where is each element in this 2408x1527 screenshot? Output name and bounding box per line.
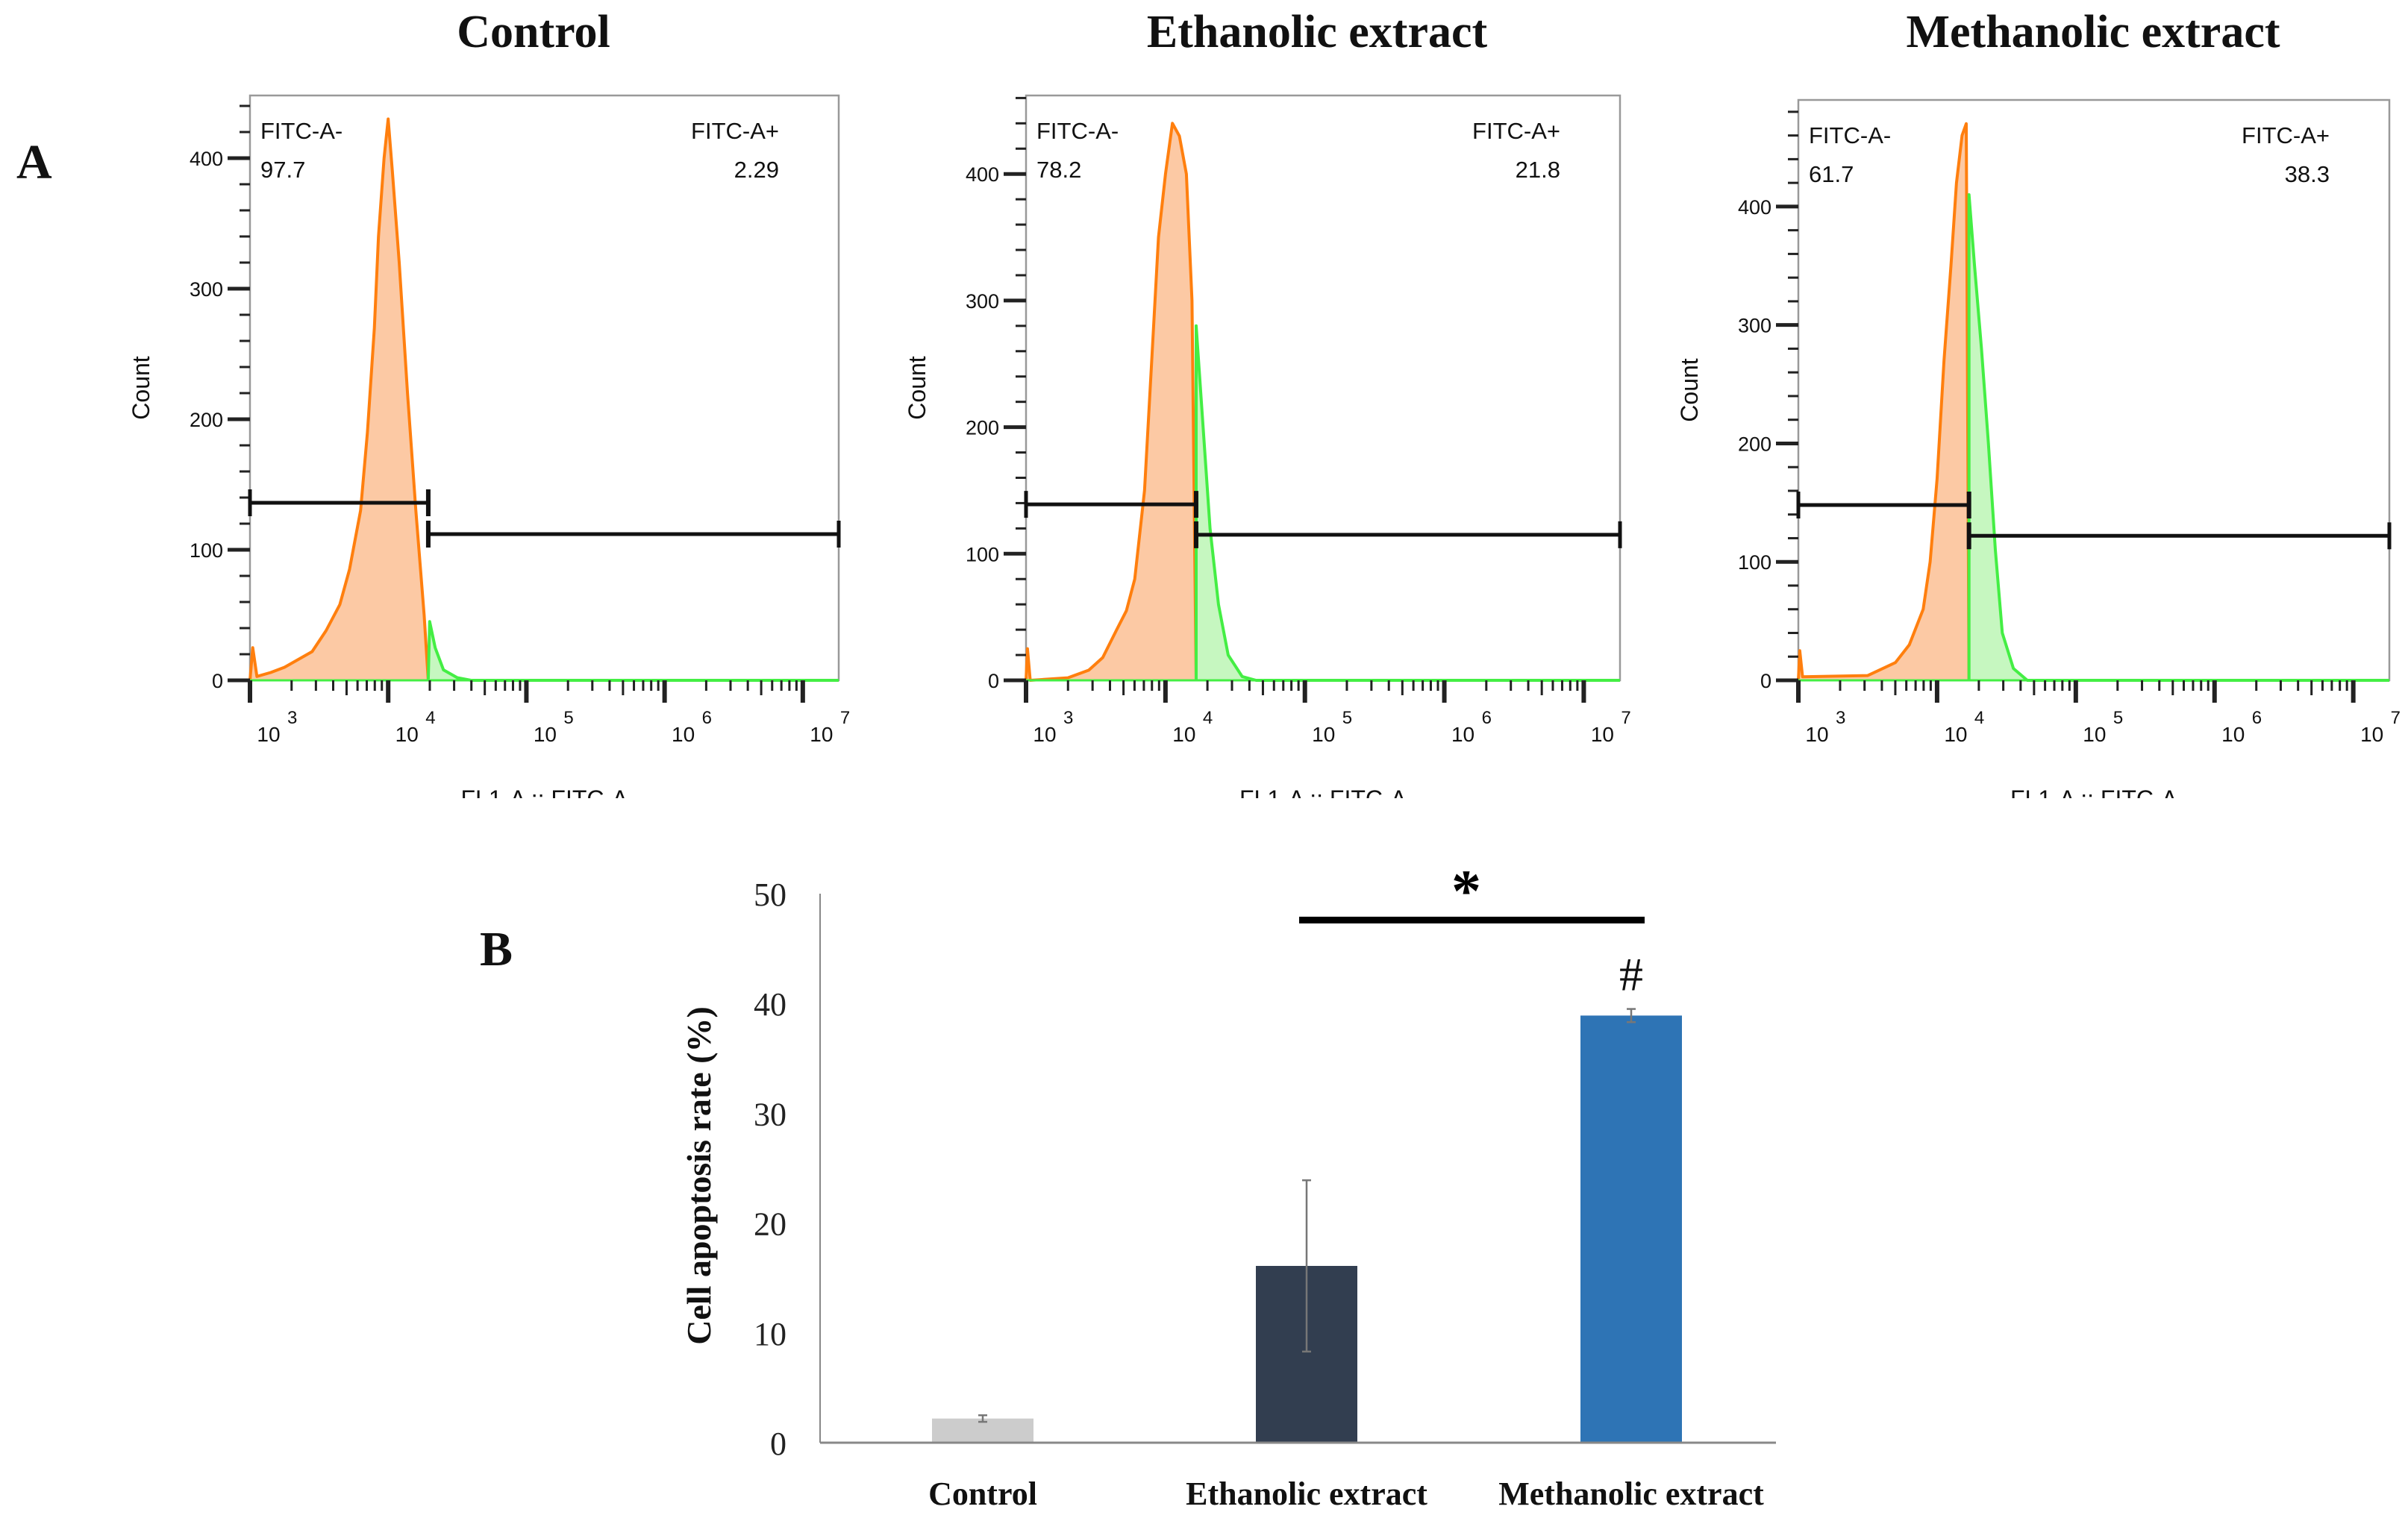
x-tick-label-base: 10 xyxy=(1312,723,1335,746)
gate-positive-value: 2.29 xyxy=(734,157,779,183)
y-tick-label: 400 xyxy=(966,163,999,186)
x-tick-label-exponent: 6 xyxy=(702,708,712,728)
bar xyxy=(1580,1015,1682,1443)
x-tick-label-base: 10 xyxy=(257,723,280,746)
y-tick-label: 300 xyxy=(1738,315,1771,337)
x-tick-label-exponent: 3 xyxy=(287,708,297,728)
histogram-title-control: Control xyxy=(457,7,610,57)
y-tick-label: 0 xyxy=(1760,670,1771,692)
y-axis-label: Count xyxy=(1676,358,1703,422)
x-axis-label: FL1-A :: FITC-A xyxy=(1239,786,1407,798)
histogram-title-methanolic: Methanolic extract xyxy=(1906,7,2280,57)
x-tick-label-exponent: 4 xyxy=(425,708,435,728)
y-tick-label: 30 xyxy=(754,1096,786,1132)
histogram-fill-positive xyxy=(428,621,839,680)
x-tick-label-exponent: 5 xyxy=(563,708,573,728)
x-tick-label-exponent: 5 xyxy=(1342,708,1352,728)
x-axis-label: FL1-A :: FITC-A xyxy=(2010,786,2178,798)
y-axis-label: Count xyxy=(128,356,154,420)
plot-frame xyxy=(248,94,840,682)
x-tick-label-base: 10 xyxy=(1451,723,1474,746)
x-tick-label-base: 10 xyxy=(534,723,557,746)
histogram-fill-positive xyxy=(1968,195,2389,680)
y-tick-label: 10 xyxy=(754,1316,786,1352)
panel-label-a: A xyxy=(16,135,52,189)
histogram-line-positive xyxy=(426,620,839,682)
gate-negative-label: FITC-A- xyxy=(1809,122,1891,148)
x-tick-label-base: 10 xyxy=(1591,723,1614,746)
x-tick-label-base: 10 xyxy=(1805,723,1828,746)
y-tick-label: 200 xyxy=(1738,433,1771,455)
x-tick-label-base: 10 xyxy=(2360,723,2383,746)
gate-negative-label: FITC-A- xyxy=(260,118,343,144)
gate-negative-label: FITC-A- xyxy=(1036,118,1119,144)
histogram-methanolic: 0 100 200 300 400 Count 10 3 10 4 10 5 10 6 10 7 FL1-A :… xyxy=(1676,98,2401,798)
histogram-line-negative xyxy=(248,117,430,681)
y-tick-label: 100 xyxy=(966,543,999,565)
x-tick-label-base: 10 xyxy=(672,723,695,746)
y-tick-label: 50 xyxy=(754,877,786,913)
y-tick-label: 0 xyxy=(770,1426,786,1462)
x-tick-label-base: 10 xyxy=(2221,723,2245,746)
x-tick-label-base: 10 xyxy=(1172,723,1195,746)
gate-positive-label: FITC-A+ xyxy=(691,118,779,144)
histogram-control: 0 100 200 300 400 Count 10 3 10 4 10 5 10 6 10 7 FL1-A :… xyxy=(128,94,850,798)
y-tick-label: 0 xyxy=(212,670,223,692)
y-axis-label: Cell apoptosis rate (%) xyxy=(680,1006,718,1345)
x-axis-label: FL1-A :: FITC-A xyxy=(460,786,628,798)
y-tick-label: 200 xyxy=(190,409,223,431)
histogram-fill-positive xyxy=(1196,325,1620,680)
histogram-fill-negative xyxy=(250,119,428,680)
panel-label-b: B xyxy=(480,922,513,976)
x-category-label: Control xyxy=(928,1476,1037,1512)
histogram-line-negative xyxy=(1025,122,1198,682)
x-category-label: Ethanolic extract xyxy=(1186,1476,1427,1512)
x-tick-label-exponent: 7 xyxy=(2391,708,2401,728)
significance-asterisk: * xyxy=(1451,859,1481,924)
x-tick-label-exponent: 4 xyxy=(1203,708,1213,728)
x-tick-label-exponent: 6 xyxy=(1482,708,1492,728)
y-tick-label: 20 xyxy=(754,1206,786,1243)
gate-negative-value: 97.7 xyxy=(260,157,305,183)
x-tick-label-exponent: 7 xyxy=(1621,708,1630,728)
y-tick-label: 100 xyxy=(1738,551,1771,574)
x-tick-label-base: 10 xyxy=(810,723,833,746)
histogram-fill-negative xyxy=(1798,123,1969,681)
x-tick-label-exponent: 4 xyxy=(1974,708,1984,728)
x-tick-label-exponent: 7 xyxy=(840,708,850,728)
x-tick-label-base: 10 xyxy=(2083,723,2106,746)
y-tick-label: 300 xyxy=(190,278,223,301)
y-tick-label: 0 xyxy=(988,670,999,692)
y-tick-label: 300 xyxy=(966,290,999,313)
x-tick-label-exponent: 6 xyxy=(2252,708,2262,728)
histogram-line-negative xyxy=(1797,122,1971,681)
x-tick-label-exponent: 3 xyxy=(1836,708,1845,728)
gate-negative-value: 61.7 xyxy=(1809,161,1854,187)
gate-positive-label: FITC-A+ xyxy=(2242,122,2330,148)
x-tick-label-base: 10 xyxy=(1944,723,1967,746)
y-tick-label: 200 xyxy=(966,417,999,439)
apoptosis-bar-chart: 0 10 20 30 40 50 Cell apoptosis rate (%) Contro… xyxy=(680,859,1776,1512)
histogram-fill-negative xyxy=(1026,123,1196,681)
x-tick-label-base: 10 xyxy=(1033,723,1056,746)
y-tick-label: 40 xyxy=(754,986,786,1023)
histogram-line-positive xyxy=(1967,193,2389,682)
gate-negative-value: 78.2 xyxy=(1036,157,1081,183)
gate-positive-label: FITC-A+ xyxy=(1472,118,1560,144)
plot-frame xyxy=(1025,94,1622,682)
y-axis-label: Count xyxy=(904,356,931,420)
gate-positive-value: 38.3 xyxy=(2285,161,2330,187)
gate-positive-value: 21.8 xyxy=(1516,157,1560,183)
y-tick-label: 100 xyxy=(190,539,223,562)
x-category-label: Methanolic extract xyxy=(1498,1476,1764,1512)
x-tick-label-base: 10 xyxy=(395,723,419,746)
x-tick-label-exponent: 3 xyxy=(1063,708,1073,728)
y-tick-label: 400 xyxy=(190,148,223,170)
histogram-title-ethanolic: Ethanolic extract xyxy=(1146,7,1488,57)
hash-marker: # xyxy=(1619,948,1643,1001)
y-tick-label: 400 xyxy=(1738,196,1771,219)
histogram-ethanolic: 0 100 200 300 400 Count 10 3 10 4 10 5 10 6 10 7 FL1-A :… xyxy=(904,94,1631,798)
x-tick-label-exponent: 5 xyxy=(2113,708,2123,728)
histogram-line-positive xyxy=(1195,324,1620,682)
